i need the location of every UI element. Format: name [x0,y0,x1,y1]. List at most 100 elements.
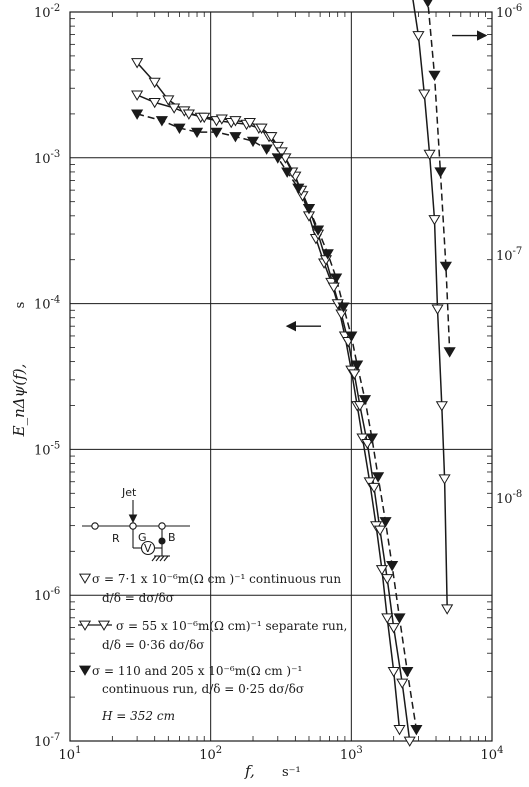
legend-footnote: H = 352 cm [101,709,175,723]
series-2-marker [381,574,394,585]
series-2-marker [229,116,242,127]
series-2-marker [387,623,400,634]
series-3-marker [365,433,378,444]
x-axis-unit: s⁻¹ [282,765,301,780]
circuit-inset [82,500,190,562]
series-3-marker [321,249,334,260]
inset-node [91,522,99,530]
inset-label-v: V [144,542,152,555]
axis-ticks [70,12,492,741]
plot-frame [69,11,493,742]
legend-entry-3-text: σ = 110 and 205 x 10⁻⁶m(Ω cm )⁻¹ [92,664,302,678]
series-2-marker [373,525,387,536]
legend-marker-filled-triangle [78,665,92,676]
series-3-marker [311,225,325,236]
series-2-marker [361,438,374,450]
legend-marker-filled [78,665,92,676]
series-2-marker [275,147,288,158]
x-tick-label: 101 [59,745,82,763]
inset-ground-node [158,537,166,545]
y-tick-label-left: 10-7 [34,732,60,750]
series-2-marker [348,369,361,380]
voltmeter-symbol [140,540,156,556]
series-5-marker [443,347,456,358]
series-5-marker [428,70,441,82]
series-1-marker [162,95,175,106]
axis-arrows [285,30,488,332]
series-2-marker [148,97,161,109]
series-2-marker [131,90,144,101]
legend-marker-open-triangle [78,620,92,631]
legend-entry-2-subtext: d/δ = 0·36 dσ/δσ [102,638,205,652]
series-3-marker [372,472,385,483]
x-tick-label: 103 [340,745,363,763]
legend-entry-1-text: σ = 7·1 x 10⁻⁶m(Ω cm )⁻¹ continuous run [92,572,341,586]
x-tick-label: 102 [199,745,222,763]
y-tick-label-left: 10-2 [34,3,60,21]
series-3-marker [386,561,399,572]
series-2-marker [353,401,366,412]
x-tick-label: 104 [481,745,504,763]
series-2-marker [265,132,278,143]
legend-entry-3-subtext: continuous run, d/δ = 0·25 dσ/δσ [102,682,304,696]
y-tick-label-left: 10-6 [34,586,60,604]
series-3-marker [345,331,358,342]
inset-label-g: G [138,531,147,544]
legend: σ = 7·1 x 10⁻⁶m(Ω cm )⁻¹ continuous run … [78,572,347,723]
y-axis-unit: s [13,302,28,309]
series-3-line [136,113,418,730]
series-1-marker [356,433,369,444]
series-2-marker [168,103,181,114]
legend-marker-open-line [78,620,112,631]
y-tick-labels-left: 10-7 10-6 10-5 10-4 10-3 10-2 [34,3,60,750]
series-3-marker [173,123,186,134]
series-4-marker [441,604,454,615]
legend-marker-open-triangle [78,573,92,584]
series-2-marker [327,282,340,293]
series-2-marker [367,482,381,494]
series-3-marker [351,360,364,371]
series-3-marker [229,132,242,143]
series-2-marker [255,123,268,134]
y-tick-label-right: 10-6 [496,3,522,21]
series-3-marker [292,183,305,194]
series-3-marker [260,144,273,155]
series-1-marker [363,477,376,488]
series-2-marker [182,109,195,120]
series-1-marker [131,58,144,69]
series-2-marker [403,736,416,747]
series-3-marker [379,517,392,528]
y-tick-labels-right: 10-8 10-7 10-6 [496,3,522,507]
series-2-marker [335,309,348,320]
series-4-marker [428,215,441,226]
series-2-marker [396,678,409,689]
series-4-marker [423,149,436,161]
series-3-marker [393,613,406,624]
series-3-marker [281,167,294,178]
series-5-marker [423,0,433,8]
series-2-marker [215,114,228,125]
series-3-marker [358,395,372,406]
inset-label-jet: Jet [121,486,137,499]
series-1-marker [271,141,284,153]
x-axis-title: f, [244,762,255,780]
series-2-marker [243,117,256,129]
y-axis-title: E_nΔψ(f), [10,364,28,438]
legend-marker-open [78,573,92,584]
x-tick-labels: 101 102 103 104 [59,745,504,763]
series-5-line [426,0,451,352]
series-1-marker [148,77,161,89]
series-4-marker [438,474,451,485]
inset-node [158,522,166,530]
series-3-marker [410,725,423,736]
series-1-marker [279,153,292,164]
series-3-marker [330,273,343,284]
series-3-marker [271,153,284,164]
ground-hatch [155,555,161,562]
series-3-marker [401,667,414,678]
inset-node [129,522,137,530]
series-3-marker [302,203,316,215]
y-tick-label-left: 10-3 [34,149,60,167]
series-4-marker [431,304,444,315]
